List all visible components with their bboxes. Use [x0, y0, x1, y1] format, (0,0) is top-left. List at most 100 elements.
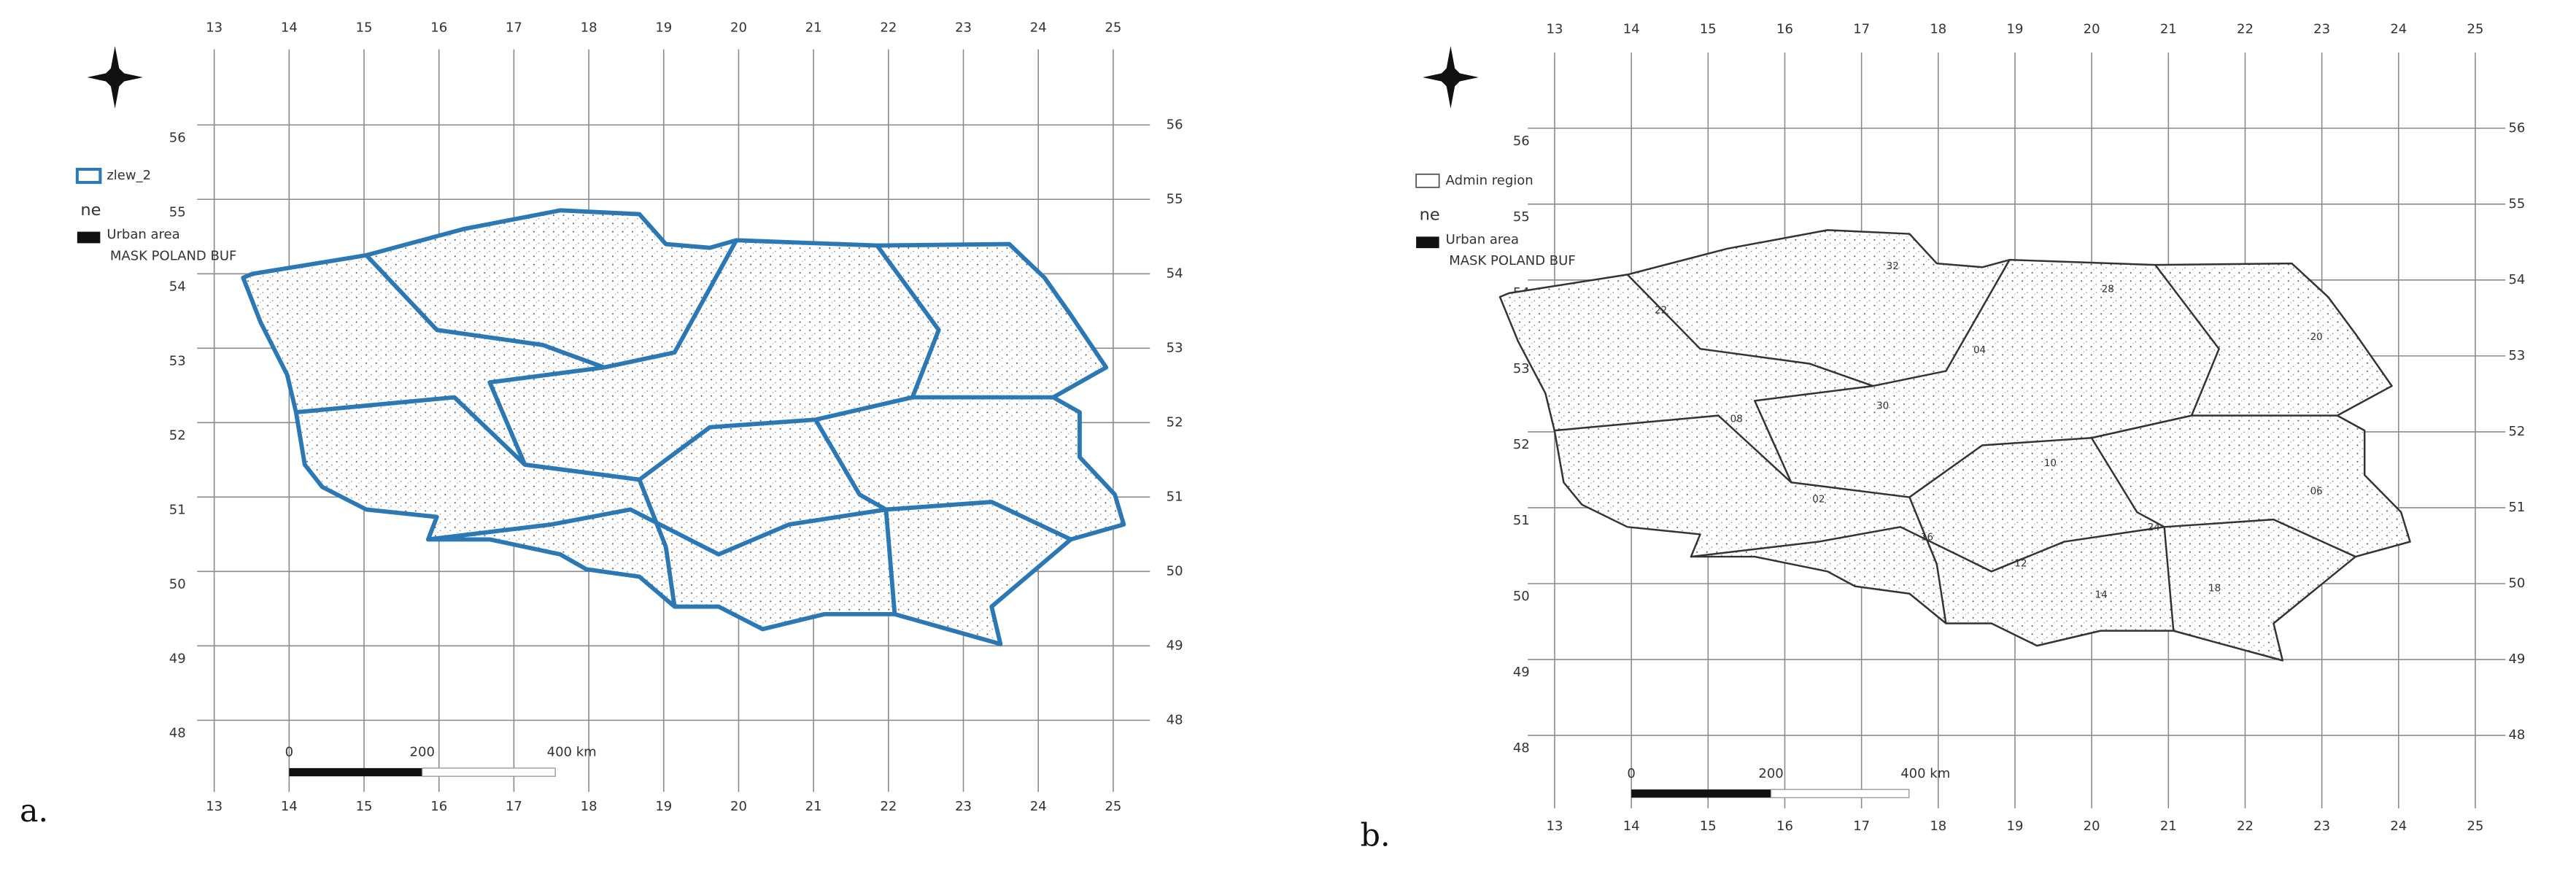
lon-label: 17 — [1853, 819, 1870, 834]
lon-label: 13 — [1547, 819, 1563, 834]
region-label: 14 — [2095, 589, 2108, 600]
scale-label: 400 km — [1900, 766, 1950, 781]
lat-label: 55 — [1513, 209, 1530, 225]
lon-label: 19 — [2007, 819, 2024, 834]
lat-label: 54 — [169, 279, 186, 294]
lat-label: 52 — [2508, 424, 2525, 439]
scale-bar-segment — [1631, 789, 1771, 798]
region-label: 24 — [2148, 522, 2160, 533]
lat-label: 51 — [2508, 500, 2525, 515]
lon-label: 14 — [281, 20, 298, 35]
scale-bar-segment — [289, 767, 422, 777]
region-boundary — [295, 395, 1053, 482]
lon-label: 16 — [430, 20, 447, 35]
legend-label: MASK POLAND BUF — [110, 248, 236, 263]
lat-label: 48 — [2508, 727, 2525, 743]
compass-rose — [101, 63, 128, 90]
region-boundary — [2154, 264, 2220, 417]
lat-label: 56 — [2508, 120, 2525, 136]
lon-label: 21 — [2160, 819, 2177, 834]
region-boundary — [813, 418, 897, 615]
lon-label: 14 — [1623, 22, 1640, 37]
lon-label: 15 — [1700, 819, 1717, 834]
lat-label: 53 — [169, 353, 186, 368]
lon-label: 19 — [655, 20, 672, 35]
lon-label: 19 — [655, 799, 672, 814]
lat-label: 55 — [2508, 196, 2525, 212]
region-label: 06 — [2310, 485, 2323, 497]
lat-label: 50 — [1513, 589, 1530, 604]
lat-label: 54 — [1167, 266, 1183, 281]
lon-label: 21 — [805, 20, 822, 35]
lat-label: 53 — [1513, 361, 1530, 376]
lat-label: 51 — [1167, 489, 1183, 504]
legend-label: MASK POLAND BUF — [1449, 253, 1576, 268]
lon-label: 23 — [955, 799, 972, 814]
lat-label: 49 — [1167, 638, 1183, 653]
lon-label: 15 — [356, 20, 373, 35]
lon-label: 24 — [2390, 819, 2407, 834]
lon-label: 21 — [805, 799, 822, 814]
legend-label: Urban area — [107, 227, 179, 242]
lat-label: 56 — [1513, 134, 1530, 149]
lat-label: 48 — [1167, 712, 1183, 727]
region-boundary — [365, 239, 738, 370]
region-label: 08 — [1730, 413, 1743, 425]
lon-label: 13 — [1547, 22, 1563, 37]
lat-label: 55 — [169, 204, 186, 220]
region-label: 10 — [2044, 457, 2057, 469]
region-boundary — [2090, 437, 2175, 631]
lon-label: 25 — [1105, 799, 1121, 814]
region-label: 04 — [1973, 344, 1986, 356]
map-panel: 13 13 14 14 15 15 16 16 17 17 18 18 19 19 20 20 21 21 22 22… — [20, 20, 1183, 829]
lon-label: 24 — [1030, 20, 1047, 35]
region-label: 18 — [2208, 582, 2221, 594]
legend-swatch — [77, 231, 101, 244]
lat-label: 49 — [169, 651, 186, 666]
lon-label: 20 — [730, 20, 747, 35]
lat-label: 53 — [1167, 340, 1183, 355]
legend-label: zlew_2 — [107, 168, 151, 183]
compass-rose — [1437, 63, 1464, 90]
legend-swatch — [1415, 173, 1440, 188]
lat-label: 50 — [1167, 563, 1183, 579]
lon-label: 22 — [880, 799, 897, 814]
region-boundary — [1554, 414, 2337, 498]
legend-group: ne — [80, 201, 101, 220]
panel-label: a. — [20, 793, 48, 829]
lon-label: 13 — [206, 20, 223, 35]
lat-label: 48 — [1513, 740, 1530, 756]
region-boundary — [1626, 259, 2011, 387]
lon-label: 17 — [506, 20, 522, 35]
lat-label: 51 — [1513, 513, 1530, 528]
lat-label: 50 — [169, 576, 186, 592]
lon-label: 25 — [2467, 819, 2484, 834]
region-label: 12 — [2014, 558, 2027, 570]
lat-label: 48 — [169, 725, 186, 740]
lat-label: 52 — [1513, 437, 1530, 452]
lon-label: 22 — [880, 20, 897, 35]
lon-label: 22 — [2237, 22, 2254, 37]
panel-label: b. — [1361, 818, 1391, 854]
lon-label: 20 — [730, 799, 747, 814]
lat-label: 50 — [2508, 576, 2525, 591]
lon-label: 20 — [2084, 819, 2100, 834]
lat-label: 52 — [1167, 414, 1183, 430]
region-boundary — [487, 365, 605, 466]
region-label: 22 — [1655, 305, 1667, 317]
lon-label: 25 — [2467, 22, 2484, 37]
region-boundary — [1908, 497, 1947, 624]
region-boundary — [428, 500, 1072, 557]
region-boundary — [1754, 384, 1873, 483]
scale-label: 200 — [1758, 766, 1783, 781]
region-boundary — [1690, 518, 2356, 573]
map-panel: 13 13 14 14 15 15 16 16 17 17 18 18 19 19 20 20 21 21 22 22… — [1361, 22, 2526, 854]
lon-label: 15 — [1700, 22, 1717, 37]
region-label: 16 — [1921, 531, 1933, 543]
lat-label: 55 — [1167, 191, 1183, 206]
lon-label: 13 — [206, 799, 223, 814]
region-boundary — [875, 244, 941, 398]
lat-label: 49 — [1513, 665, 1530, 680]
lon-label: 18 — [581, 20, 597, 35]
